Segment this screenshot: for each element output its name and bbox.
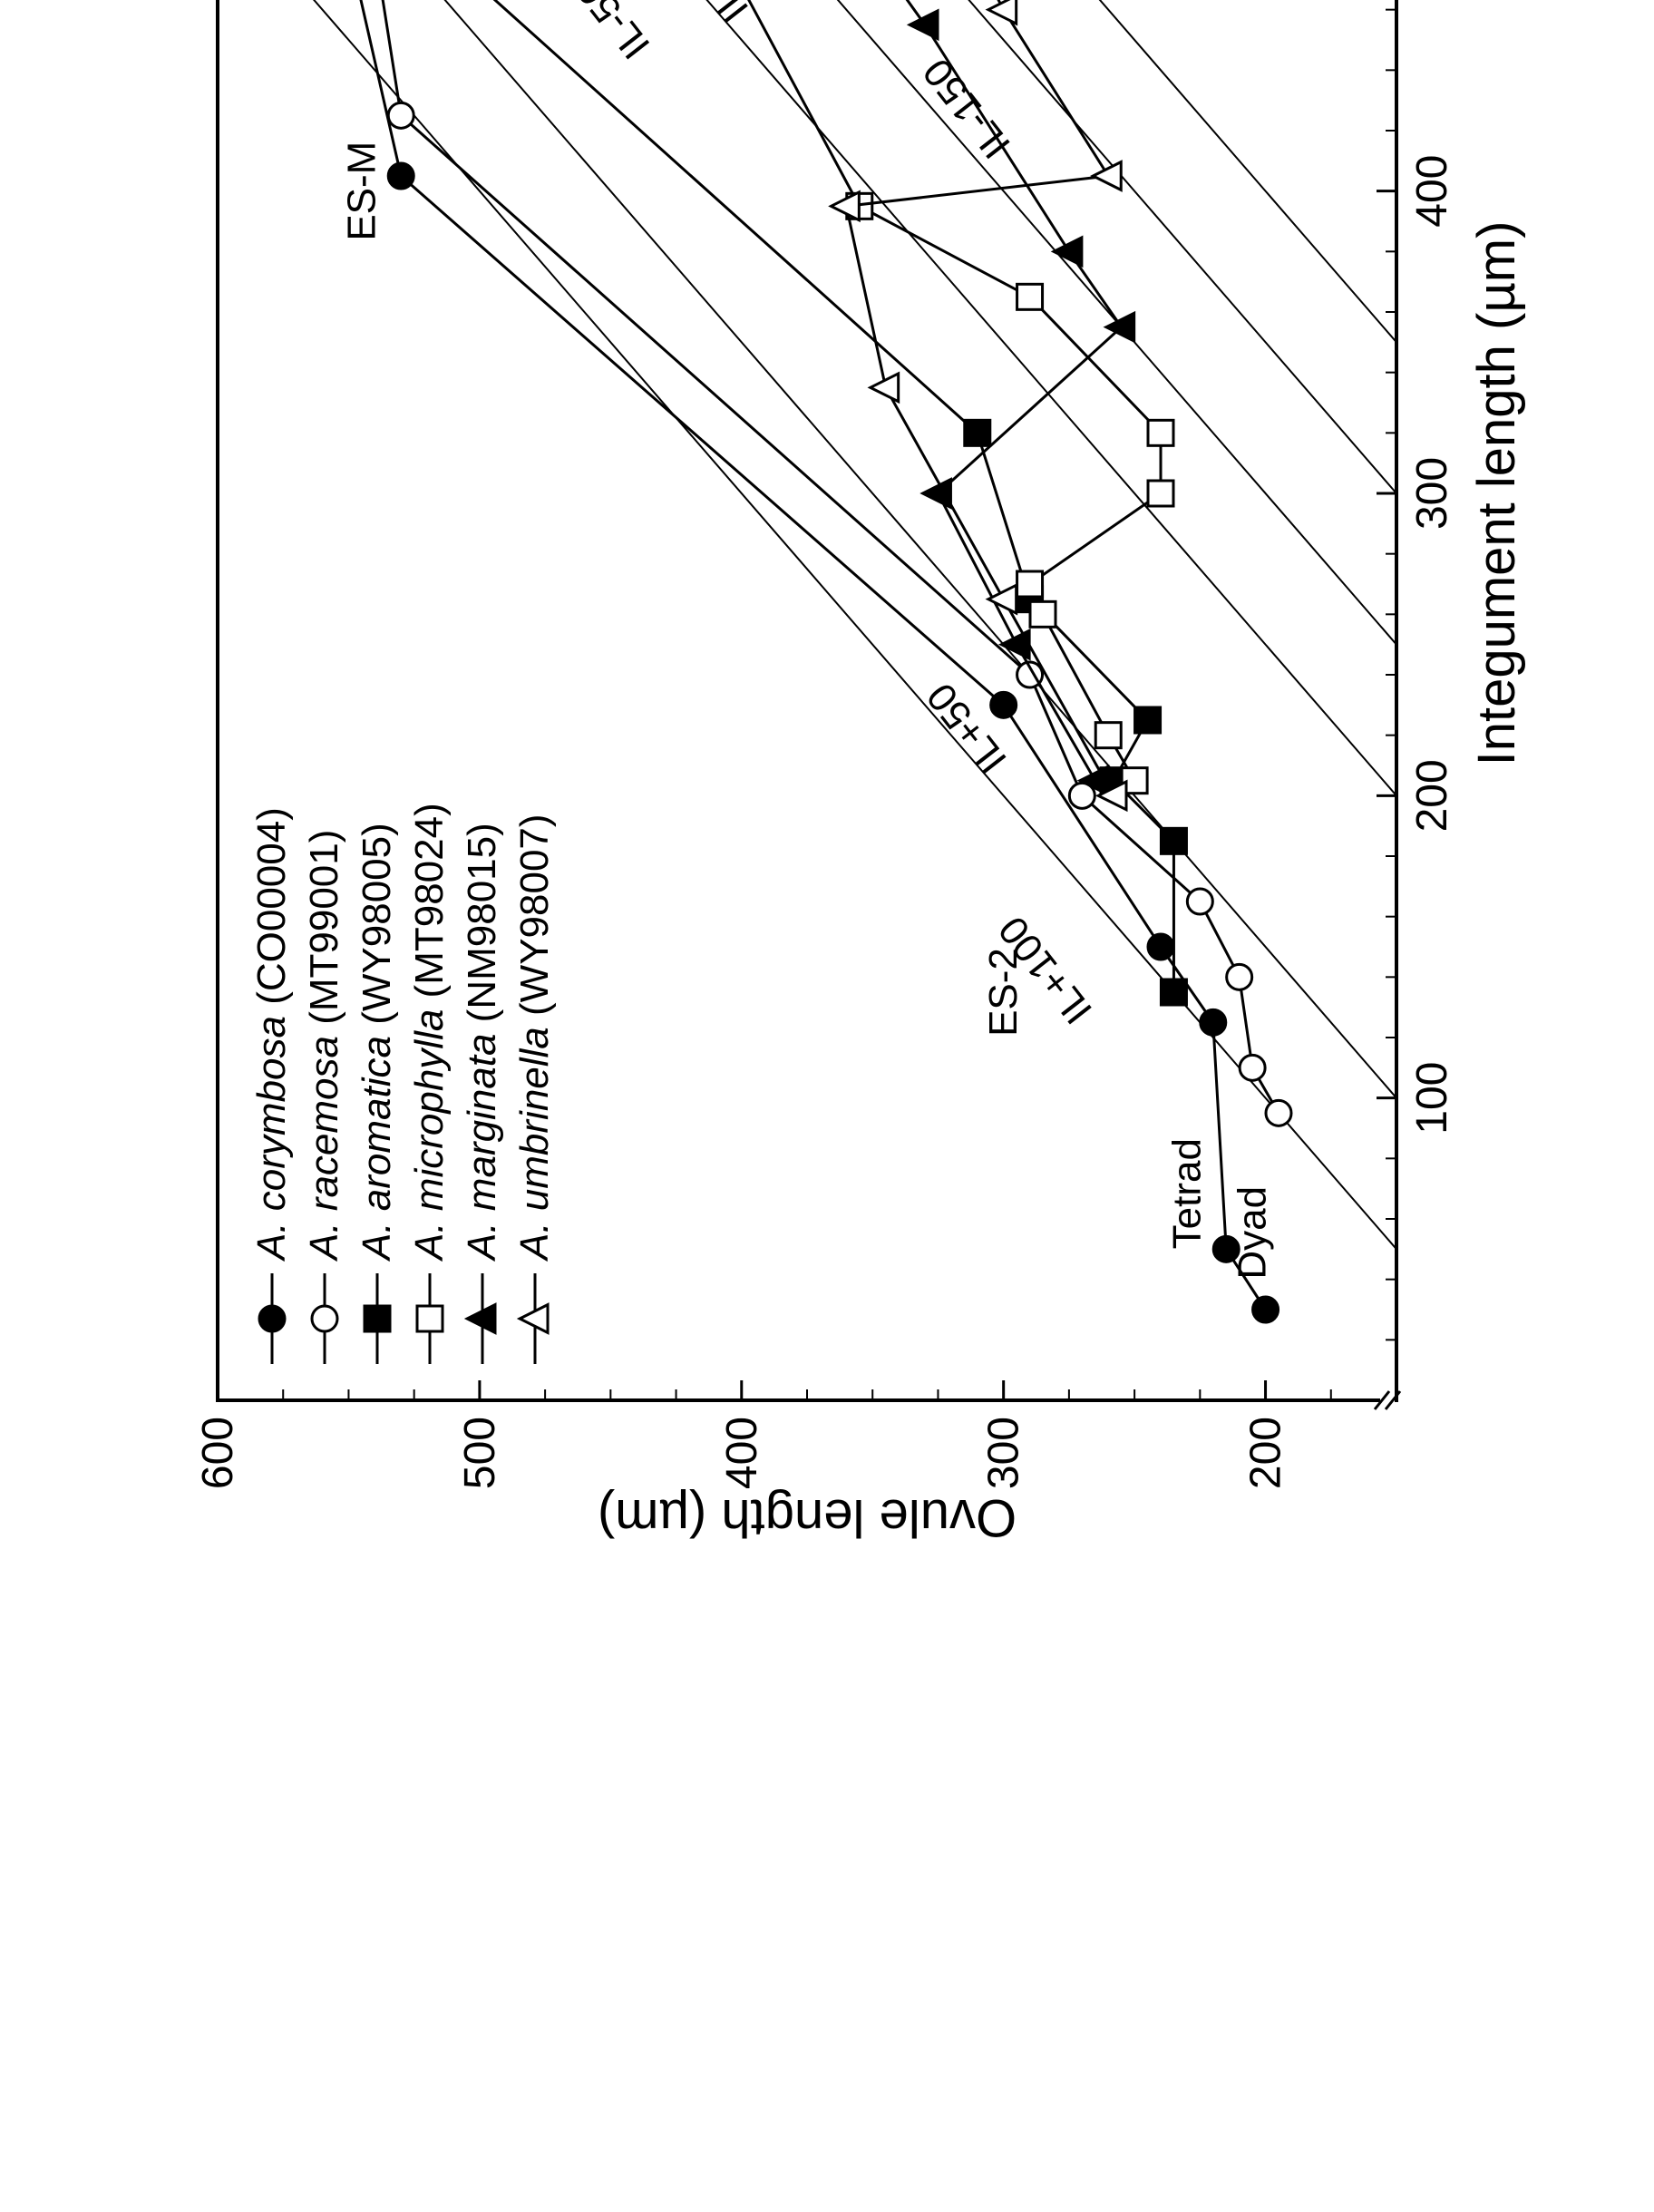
scatter-chart: 100200300400500600200300400500600Integum… [181, 0, 1546, 1545]
x-tick-label: 400 [1408, 155, 1456, 228]
legend: A. corymbosa (CO00004)A. racemosa (MT990… [249, 803, 557, 1364]
annotation: ES-2 [981, 948, 1026, 1037]
reference-line-label: IL-100 [653, 0, 757, 31]
y-tick-label: 500 [456, 1417, 504, 1489]
reference-line [610, 0, 1396, 493]
annotation: Dyad [1231, 1186, 1275, 1280]
y-tick-label: 400 [718, 1417, 766, 1489]
legend-label: A. umbrinella (WY98007) [512, 814, 557, 1262]
reference-line [348, 0, 1396, 795]
legend-label: A. racemosa (MT99001) [302, 830, 346, 1262]
reference-line-label: IL+50 [919, 675, 1016, 782]
annotation: ES-M [339, 141, 384, 241]
legend-label: A. marginata (NM98015) [460, 823, 504, 1262]
legend-label: A. microphylla (MT98024) [407, 803, 452, 1262]
y-tick-label: 200 [1242, 1417, 1290, 1489]
reference-line-label: IL-50 [568, 0, 658, 67]
series [726, 0, 1126, 810]
legend-label: A. aromatica (WY98005) [355, 823, 399, 1262]
x-tick-label: 200 [1408, 759, 1456, 832]
x-axis-label: Integument length (µm) [1467, 221, 1526, 766]
legend-label: A. corymbosa (CO00004) [249, 807, 294, 1262]
y-tick-label: 300 [980, 1417, 1028, 1489]
y-axis-label: Ovule length (µm) [598, 1488, 1017, 1545]
annotation: Tetrad [1164, 1138, 1209, 1249]
x-tick-label: 300 [1408, 457, 1456, 530]
y-tick-label: 600 [194, 1417, 242, 1489]
x-tick-label: 100 [1408, 1062, 1456, 1135]
series [676, 0, 1173, 794]
